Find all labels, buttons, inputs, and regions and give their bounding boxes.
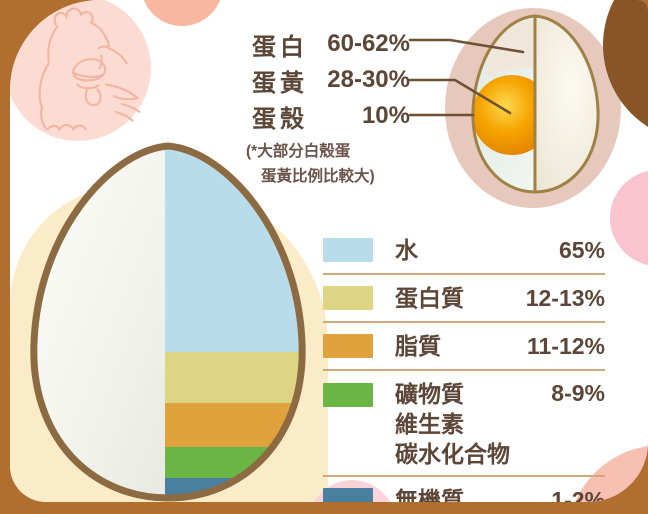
legend-label: 礦物質 bbox=[395, 381, 464, 407]
egg-part-row: 蛋黃 28-30% bbox=[252, 62, 410, 98]
egg-part-row: 蛋殼 10% bbox=[252, 98, 410, 134]
legend-value: 11-12% bbox=[526, 332, 605, 359]
legend-label: 脂質 bbox=[395, 333, 441, 359]
egg-part-label: 蛋白 bbox=[252, 33, 308, 61]
swatch-water bbox=[323, 238, 373, 262]
legend-row-minerals: 礦物質 維生素 碳水化合物 8-9% bbox=[323, 369, 605, 475]
content-card: 蛋白 60-62% 蛋黃 28-30% 蛋殼 10% (*大部分白殼蛋 蛋黃比例… bbox=[10, 0, 648, 502]
legend-row-water: 水 65% bbox=[323, 231, 605, 273]
legend-row-inorganic: 無機質 1-2% bbox=[323, 475, 605, 502]
egg-part-value: 10% bbox=[361, 102, 410, 129]
pink-circle-topleft bbox=[10, 0, 151, 141]
swatch-protein bbox=[323, 286, 373, 310]
swatch-inorganic bbox=[323, 488, 373, 502]
chicken-sketch-illustration bbox=[38, 7, 141, 132]
footnote: (*大部分白殼蛋 蛋黃比例比較大) bbox=[246, 139, 436, 189]
legend-label-group: 礦物質 維生素 碳水化合物 bbox=[395, 379, 551, 469]
pink-circle-right-edge bbox=[610, 170, 648, 266]
legend-label: 水 bbox=[395, 237, 418, 263]
legend-row-protein: 蛋白質 12-13% bbox=[323, 273, 605, 321]
legend-value: 65% bbox=[558, 236, 605, 263]
band-protein bbox=[165, 352, 303, 403]
egg-part-label: 蛋殼 bbox=[252, 105, 308, 133]
cut-egg-outline bbox=[471, 14, 600, 194]
swatch-minerals bbox=[323, 383, 373, 407]
legend-label: 碳水化合物 bbox=[395, 441, 510, 467]
composition-legend: 水 65% 蛋白質 12-13% 脂質 11-12% 礦物質 維生素 碳水化合物 bbox=[323, 231, 605, 502]
pointer-line-yolk bbox=[408, 78, 512, 115]
footnote-line: (*大部分白殼蛋 bbox=[246, 143, 351, 160]
legend-value: 12-13% bbox=[525, 284, 605, 311]
legend-row-lipid: 脂質 11-12% bbox=[323, 321, 605, 369]
egg-cross-section-illustration bbox=[408, 14, 600, 194]
cut-egg-yolk bbox=[472, 75, 552, 155]
big-egg-outline bbox=[30, 142, 306, 502]
peach-circle-top bbox=[141, 0, 223, 26]
footnote-line: 蛋黃比例比較大) bbox=[261, 168, 375, 185]
egg-part-value: 28-30% bbox=[327, 66, 410, 93]
legend-value: 8-9% bbox=[551, 380, 605, 406]
egg-part-row: 蛋白 60-62% bbox=[252, 26, 410, 62]
legend-value: 1-2% bbox=[551, 486, 605, 503]
legend-label: 維生素 bbox=[395, 411, 464, 437]
swatch-lipid bbox=[323, 334, 373, 358]
egg-part-label: 蛋黃 bbox=[252, 69, 308, 97]
egg-composition-chart bbox=[30, 142, 306, 502]
pointer-line-white bbox=[408, 38, 525, 54]
egg-parts-list: 蛋白 60-62% 蛋黃 28-30% 蛋殼 10% bbox=[252, 26, 410, 134]
egg-part-value: 60-62% bbox=[327, 30, 410, 57]
legend-label: 蛋白質 bbox=[395, 285, 464, 311]
legend-label: 無機質 bbox=[395, 487, 464, 502]
